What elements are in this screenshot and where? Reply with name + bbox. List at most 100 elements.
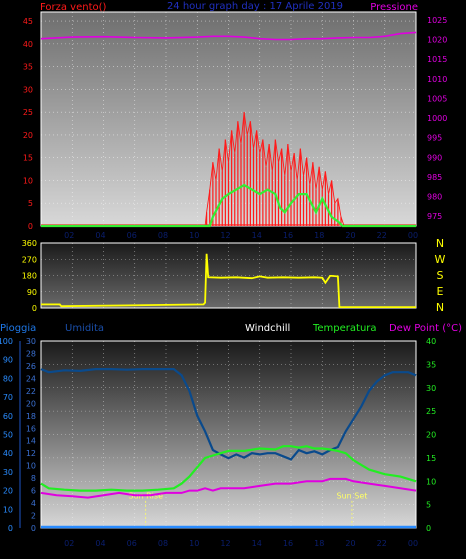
x-tick-label: 02 [64,231,74,240]
direction-tick-label: 180 [22,272,37,281]
x-tick-label: 08 [158,231,168,240]
rain-tick-label: 50 [3,431,13,440]
humidity-tick-label: 30 [26,337,36,346]
left-tick-label: 45 [23,17,33,26]
left-tick-label: 5 [28,199,33,208]
right-tick-label: 975 [427,212,442,221]
direction-tick-label: 270 [22,255,37,264]
x-tick-label: 08 [158,539,168,548]
x-tick-label: 06 [127,231,137,240]
humidity-tick-label: 20 [26,399,36,408]
x-tick-label: 20 [345,539,355,548]
dewpoint-legend: Dew Point (°C) [389,323,462,334]
humidity-tick-label: 16 [26,424,36,433]
right-tick-label: 1015 [427,55,447,64]
temperature-tick-label: 20 [426,431,436,440]
compass-label: E [437,285,444,298]
humidity-tick-label: 10 [26,462,36,471]
left-axis-title: Forza vento() [40,2,107,13]
humidity-tick-label: 24 [26,374,36,383]
x-tick-label: 16 [283,539,293,548]
x-tick-label: 22 [377,231,387,240]
temperature-series-line [40,445,417,492]
right-tick-label: 1005 [427,94,447,103]
humidity-tick-label: 12 [26,449,36,458]
left-tick-label: 10 [23,176,33,185]
rain-tick-label: 10 [3,505,13,514]
x-tick-label: 12 [220,231,230,240]
humidity-tick-label: 0 [31,524,36,533]
humidity-tick-label: 26 [26,362,36,371]
chart-title: 24 hour graph day : 17 Aprile 2019 [167,1,343,12]
temperature-tick-label: 15 [426,454,436,463]
rain-tick-label: 20 [3,487,13,496]
right-tick-label: 1025 [427,16,447,25]
windchill-legend: Windchill [245,323,290,334]
rain-tick-label: 100 [0,337,13,346]
temperature-humidity-panel: 0510152025303540010203040506070809010002… [0,323,462,548]
wind-speed-series [206,112,342,226]
left-tick-label: 0 [28,222,33,231]
x-tick-label: 00 [408,539,418,548]
compass-label: S [437,269,444,282]
x-tick-label: 14 [252,539,262,548]
left-tick-label: 30 [23,85,33,94]
direction-tick-label: 360 [22,239,37,248]
rain-tick-label: 0 [8,524,13,533]
dewpoint-series-line [40,477,417,499]
x-tick-label: 12 [220,539,230,548]
left-tick-label: 15 [23,154,33,163]
humidity-tick-label: 22 [26,387,36,396]
right-tick-label: 1010 [427,75,447,84]
compass-label: N [436,237,444,250]
x-tick-label: 04 [95,231,105,240]
x-tick-label: 06 [127,539,137,548]
rain-legend: Pioggia [0,323,36,334]
temperature-tick-label: 40 [426,337,436,346]
right-tick-label: 990 [427,153,442,162]
humidity-tick-label: 8 [31,474,36,483]
left-tick-label: 35 [23,63,33,72]
rain-tick-label: 30 [3,468,13,477]
x-tick-label: 10 [189,539,199,548]
temperature-tick-label: 35 [426,360,436,369]
temperature-tick-label: 0 [426,524,431,533]
direction-tick-label: 0 [32,304,37,313]
x-tick-label: 02 [64,539,74,548]
left-tick-label: 25 [23,108,33,117]
x-tick-label: 20 [345,231,355,240]
humidity-tick-label: 6 [31,487,36,496]
compass-label: W [435,253,446,266]
temperature-tick-label: 10 [426,477,436,486]
pressure-series-line [40,31,417,41]
right-tick-label: 1000 [427,114,447,123]
x-tick-label: 18 [314,539,324,548]
temperature-tick-label: 25 [426,407,436,416]
rain-tick-label: 40 [3,449,13,458]
temperature-legend: Temperatura [312,323,377,334]
sunset-label: Sun Set [336,492,367,501]
temperature-tick-label: 5 [426,501,431,510]
x-tick-label: 16 [283,231,293,240]
wind-direction-series-line [41,253,416,309]
temperature-tick-label: 30 [426,384,436,393]
humidity-series-line [40,368,417,461]
compass-label: N [436,301,444,314]
rain-tick-label: 80 [3,374,13,383]
direction-tick-label: 90 [27,288,37,297]
x-tick-label: 14 [252,231,262,240]
x-tick-label: 10 [189,231,199,240]
x-tick-label: 18 [314,231,324,240]
x-tick-label: 00 [408,231,418,240]
rain-tick-label: 60 [3,412,13,421]
humidity-tick-label: 14 [26,437,36,446]
x-tick-label: 04 [95,539,105,548]
right-tick-label: 980 [427,193,442,202]
right-tick-label: 985 [427,173,442,182]
humidity-tick-label: 18 [26,412,36,421]
right-tick-label: 995 [427,134,442,143]
humidity-tick-label: 28 [26,349,36,358]
